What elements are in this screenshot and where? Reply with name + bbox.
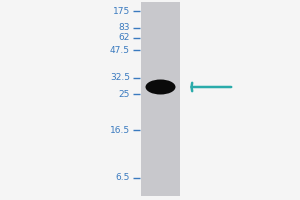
- FancyBboxPatch shape: [141, 2, 180, 196]
- Text: 6.5: 6.5: [116, 173, 130, 182]
- Ellipse shape: [146, 80, 176, 95]
- Text: 175: 175: [113, 6, 130, 16]
- Text: 47.5: 47.5: [110, 46, 130, 55]
- Text: 83: 83: [118, 23, 130, 32]
- Text: 25: 25: [118, 90, 130, 99]
- Text: 32.5: 32.5: [110, 73, 130, 82]
- Text: 16.5: 16.5: [110, 126, 130, 135]
- Text: 62: 62: [118, 33, 130, 43]
